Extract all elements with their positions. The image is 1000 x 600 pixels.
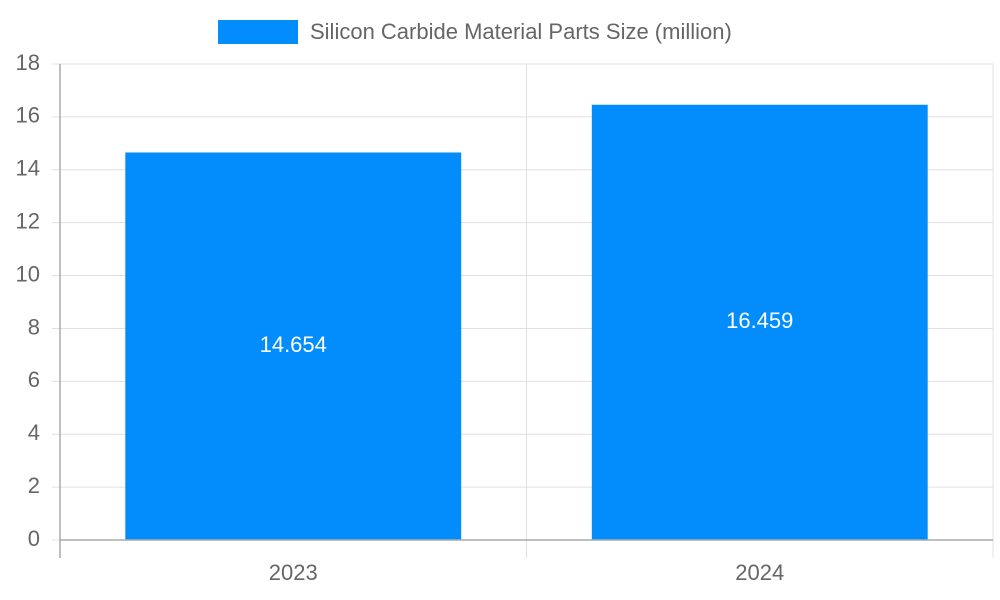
x-tick-label: 2024 <box>735 560 784 585</box>
legend-label: Silicon Carbide Material Parts Size (mil… <box>310 19 732 44</box>
y-tick-label: 4 <box>28 420 40 445</box>
y-tick-label: 8 <box>28 314 40 339</box>
y-tick-label: 12 <box>16 208 40 233</box>
data-label: 16.459 <box>726 308 793 333</box>
x-tick-label: 2023 <box>269 560 318 585</box>
y-tick-label: 16 <box>16 103 40 128</box>
legend-swatch <box>218 20 298 44</box>
y-tick-label: 10 <box>16 261 40 286</box>
data-label: 14.654 <box>260 332 327 357</box>
y-tick-label: 2 <box>28 473 40 498</box>
bar <box>591 104 928 540</box>
y-tick-label: 0 <box>28 526 40 551</box>
bar <box>125 152 462 541</box>
y-tick-label: 14 <box>16 156 40 181</box>
y-tick-label: 6 <box>28 367 40 392</box>
y-tick-label: 18 <box>16 50 40 75</box>
